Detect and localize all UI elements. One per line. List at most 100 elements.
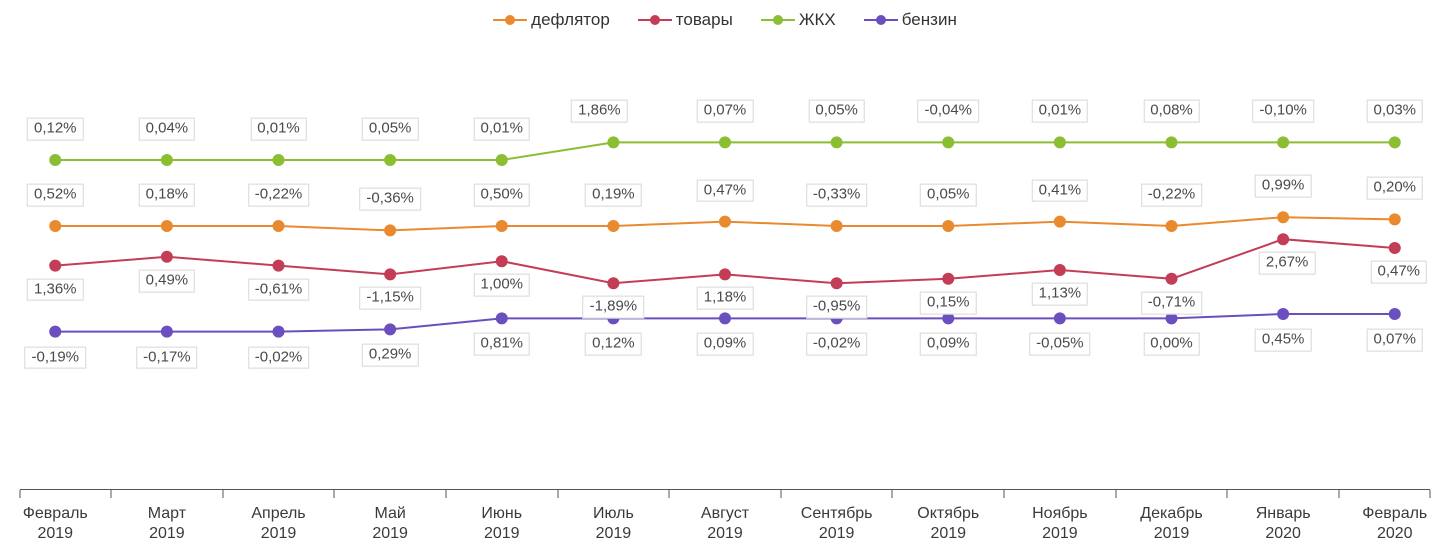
data-label-deflator: -0,22% <box>1141 184 1203 207</box>
x-tick <box>669 490 670 498</box>
series-marker-benzin <box>719 312 731 324</box>
legend-swatch <box>493 13 527 27</box>
series-marker-zkh <box>1389 136 1401 148</box>
series-marker-zkh <box>161 154 173 166</box>
series-marker-tovary <box>273 260 285 272</box>
legend-label: дефлятор <box>531 10 610 30</box>
x-axis-label: Май2019 <box>372 504 408 544</box>
data-label-zkh: 0,12% <box>27 118 84 141</box>
x-axis-label: Февраль2019 <box>23 504 88 544</box>
series-marker-deflator <box>161 220 173 232</box>
data-label-benzin: 0,09% <box>697 333 754 356</box>
data-label-benzin: 0,12% <box>585 333 642 356</box>
data-label-deflator: -0,33% <box>806 184 868 207</box>
x-axis-label: Декабрь2019 <box>1140 504 1202 544</box>
data-label-tovary: -0,61% <box>248 278 310 301</box>
series-marker-zkh <box>831 136 843 148</box>
data-label-deflator: 0,99% <box>1255 175 1312 198</box>
line-chart: дефлятортоварыЖКХбензин 0,12%0,04%0,01%0… <box>0 0 1450 560</box>
series-marker-zkh <box>607 136 619 148</box>
data-label-deflator: -0,36% <box>359 188 421 211</box>
x-tick <box>334 490 335 498</box>
series-marker-tovary <box>831 277 843 289</box>
x-tick <box>780 490 781 498</box>
data-label-benzin: -0,05% <box>1029 333 1091 356</box>
series-marker-zkh <box>1277 136 1289 148</box>
x-axis-label: Октябрь2019 <box>917 504 979 544</box>
series-marker-benzin <box>273 326 285 338</box>
x-tick <box>111 490 112 498</box>
x-axis-label: Апрель2019 <box>251 504 305 544</box>
series-marker-tovary <box>496 255 508 267</box>
x-tick <box>1004 490 1005 498</box>
data-label-benzin: 0,00% <box>1143 333 1200 356</box>
x-axis-label: Сентябрь2019 <box>801 504 873 544</box>
series-marker-deflator <box>607 220 619 232</box>
series-marker-deflator <box>496 220 508 232</box>
series-marker-deflator <box>1389 213 1401 225</box>
data-label-tovary: 1,13% <box>1032 283 1089 306</box>
data-label-zkh: -0,10% <box>1252 100 1314 123</box>
data-label-tovary: 1,18% <box>697 287 754 310</box>
x-axis-label: Июль2019 <box>593 504 634 544</box>
legend-item-tovary: товары <box>638 10 733 30</box>
data-label-zkh: -0,04% <box>917 100 979 123</box>
chart-legend: дефлятор товары ЖКХ бензин <box>0 10 1450 30</box>
legend-label: товары <box>676 10 733 30</box>
data-label-tovary: -1,89% <box>583 296 645 319</box>
series-marker-deflator <box>273 220 285 232</box>
data-label-deflator: -0,22% <box>248 184 310 207</box>
series-marker-deflator <box>1166 220 1178 232</box>
data-label-deflator: 0,50% <box>473 184 530 207</box>
series-marker-zkh <box>273 154 285 166</box>
legend-swatch <box>761 13 795 27</box>
series-marker-tovary <box>49 260 61 272</box>
data-label-zkh: 0,01% <box>473 118 530 141</box>
legend-swatch <box>864 13 898 27</box>
legend-item-zkh: ЖКХ <box>761 10 836 30</box>
plot-area: 0,12%0,04%0,01%0,05%0,01%1,86%0,07%0,05%… <box>20 50 1430 490</box>
series-marker-tovary <box>719 268 731 280</box>
data-label-benzin: 0,09% <box>920 333 977 356</box>
data-label-tovary: 1,36% <box>27 278 84 301</box>
data-label-tovary: 1,00% <box>473 274 530 297</box>
x-tick <box>1338 490 1339 498</box>
series-marker-zkh <box>384 154 396 166</box>
data-label-benzin: -0,19% <box>24 346 86 369</box>
x-axis-label: Август2019 <box>701 504 749 544</box>
x-tick <box>892 490 893 498</box>
data-label-zkh: 0,07% <box>697 100 754 123</box>
data-label-tovary: -0,95% <box>806 296 868 319</box>
series-marker-tovary <box>1389 242 1401 254</box>
x-tick <box>1227 490 1228 498</box>
series-marker-zkh <box>942 136 954 148</box>
series-marker-zkh <box>1054 136 1066 148</box>
data-label-zkh: 0,05% <box>362 118 419 141</box>
x-tick <box>1430 490 1431 498</box>
x-tick <box>1115 490 1116 498</box>
series-marker-benzin <box>161 326 173 338</box>
data-label-deflator: 0,20% <box>1366 177 1423 200</box>
data-label-benzin: 0,81% <box>473 333 530 356</box>
data-label-zkh: 0,08% <box>1143 100 1200 123</box>
data-label-deflator: 0,05% <box>920 184 977 207</box>
x-axis: Февраль2019Март2019Апрель2019Май2019Июнь… <box>20 489 1430 560</box>
x-axis-label: Январь2020 <box>1256 504 1311 544</box>
data-label-benzin: -0,02% <box>248 346 310 369</box>
x-axis-label: Ноябрь2019 <box>1032 504 1088 544</box>
data-label-deflator: 0,19% <box>585 184 642 207</box>
series-marker-benzin <box>1166 312 1178 324</box>
x-tick <box>20 490 21 498</box>
data-label-deflator: 0,18% <box>139 184 196 207</box>
legend-item-benzin: бензин <box>864 10 957 30</box>
data-label-zkh: 0,01% <box>250 118 307 141</box>
data-label-zkh: 1,86% <box>571 100 628 123</box>
data-label-deflator: 0,47% <box>697 179 754 202</box>
data-label-tovary: 0,47% <box>1370 261 1427 284</box>
series-marker-deflator <box>719 216 731 228</box>
data-label-tovary: -0,71% <box>1141 291 1203 314</box>
series-marker-tovary <box>942 273 954 285</box>
series-marker-deflator <box>1277 211 1289 223</box>
series-marker-tovary <box>161 251 173 263</box>
data-label-zkh: 0,03% <box>1366 100 1423 123</box>
